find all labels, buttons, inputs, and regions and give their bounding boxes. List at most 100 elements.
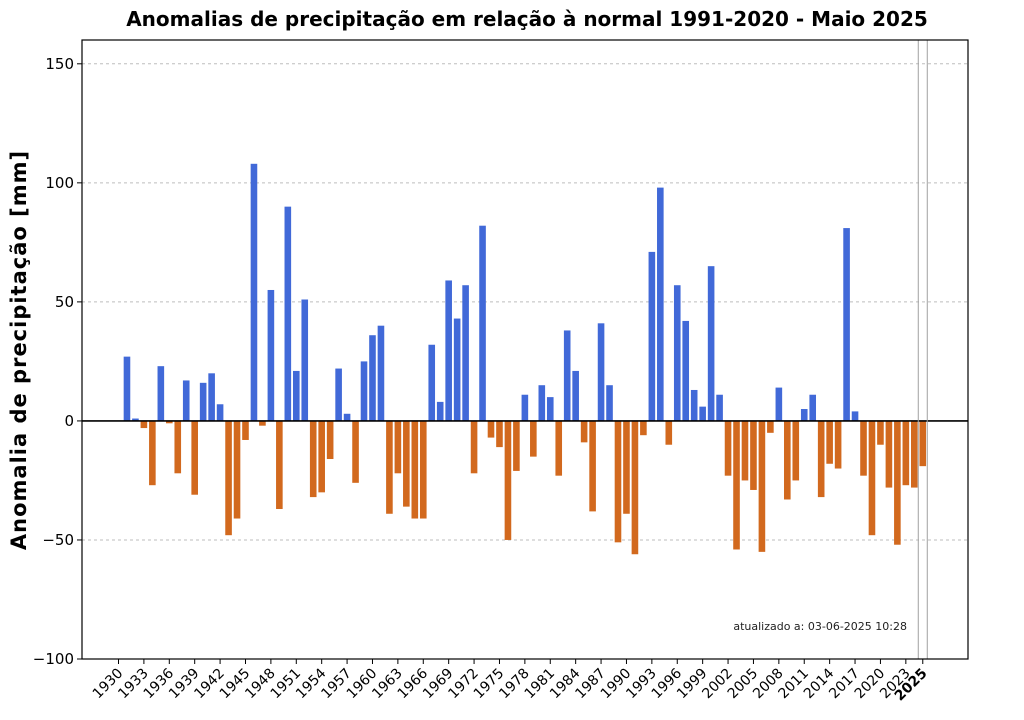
bar-1942 <box>216 404 224 421</box>
bar-1996 <box>673 285 681 421</box>
bar-1951 <box>292 370 300 421</box>
bar-2014 <box>826 420 833 464</box>
y-tick-label: 150 <box>45 55 74 73</box>
y-tick-label: 50 <box>55 293 74 311</box>
bar-1958 <box>352 420 359 483</box>
bar-2005 <box>750 420 757 490</box>
bar-1937 <box>174 420 182 474</box>
bar-1969 <box>445 280 452 421</box>
bar-1962 <box>386 420 393 514</box>
bar-1990 <box>623 420 630 514</box>
bar-1991 <box>631 420 639 555</box>
bar-1933 <box>140 420 148 429</box>
bar-1955 <box>326 420 334 460</box>
bar-1998 <box>690 389 698 421</box>
bar-2012 <box>809 394 817 421</box>
bar-2003 <box>733 420 740 550</box>
bar-2016 <box>843 228 850 421</box>
bar-1986 <box>589 420 596 512</box>
bar-1974 <box>487 420 495 438</box>
bar-1993 <box>648 251 656 421</box>
bar-1954 <box>318 420 325 493</box>
y-tick-label: −50 <box>42 531 74 549</box>
bar-2022 <box>894 420 901 545</box>
bar-1946 <box>250 163 258 421</box>
bar-1989 <box>614 420 622 543</box>
bar-1977 <box>513 420 520 471</box>
bar-1972 <box>470 420 478 474</box>
x-axis-ticks: 1930193319361939194219451948195119541957… <box>90 659 931 704</box>
bar-1935 <box>157 366 165 421</box>
bar-1959 <box>360 361 368 421</box>
bar-2017 <box>851 411 859 421</box>
bar-1976 <box>504 420 512 540</box>
bar-2002 <box>724 420 732 476</box>
bar-1970 <box>453 318 461 421</box>
bar-1997 <box>682 320 690 421</box>
gridlines <box>82 63 968 541</box>
bar-1963 <box>394 420 402 474</box>
bar-2007 <box>767 420 774 433</box>
bar-1934 <box>149 420 156 486</box>
bar-1941 <box>208 373 215 421</box>
bar-1961 <box>377 325 385 421</box>
bar-1953 <box>309 420 317 498</box>
bar-2023 <box>902 420 910 486</box>
y-axis-ticks: −100 −50 0 50 100 150 <box>33 55 82 668</box>
bar-2025 <box>919 420 927 467</box>
bar-1938 <box>182 380 190 421</box>
bar-1960 <box>369 335 376 421</box>
bar-1936 <box>166 420 173 424</box>
bar-1984 <box>572 370 579 421</box>
bar-2008 <box>775 387 783 421</box>
bar-1940 <box>199 382 207 421</box>
chart-title: Anomalias de precipitação em relação à n… <box>126 7 928 31</box>
bar-1956 <box>335 368 342 421</box>
y-axis-label: Anomalia de precipitação [mm] <box>7 150 31 550</box>
bar-2024 <box>911 420 918 488</box>
bar-2011 <box>800 409 808 421</box>
bar-2015 <box>834 420 842 469</box>
bar-1966 <box>419 420 427 519</box>
bar-1988 <box>606 385 613 421</box>
bar-2004 <box>741 420 749 481</box>
highlight-year-band <box>917 40 928 659</box>
bar-2000 <box>707 266 715 421</box>
bar-1949 <box>276 420 283 510</box>
plot-frame <box>81 39 969 660</box>
bars <box>123 163 927 555</box>
bar-2020 <box>877 420 884 445</box>
bar-1943 <box>225 420 232 536</box>
bar-2001 <box>716 394 723 421</box>
bar-2009 <box>784 420 791 500</box>
y-tick-label: 0 <box>64 412 74 430</box>
bar-1932 <box>132 418 139 421</box>
bar-1952 <box>301 299 309 421</box>
bar-1931 <box>123 356 131 421</box>
bar-1950 <box>284 206 292 421</box>
bar-1957 <box>343 413 351 421</box>
bar-1987 <box>597 323 605 421</box>
bar-1992 <box>640 420 647 436</box>
bar-1947 <box>259 420 266 426</box>
bar-1945 <box>242 420 249 440</box>
bar-1999 <box>699 406 706 421</box>
bar-2019 <box>868 420 876 536</box>
bar-1978 <box>521 394 529 421</box>
bar-1995 <box>665 420 673 445</box>
bar-1968 <box>436 401 444 421</box>
bar-1973 <box>479 225 486 421</box>
bar-1980 <box>538 385 546 421</box>
bar-1985 <box>580 420 588 443</box>
bar-1983 <box>563 330 571 421</box>
y-tick-label: 100 <box>45 174 74 192</box>
updated-timestamp: atualizado a: 03-06-2025 10:28 <box>733 620 907 633</box>
bar-1979 <box>530 420 537 457</box>
bar-2013 <box>817 420 825 498</box>
bar-1967 <box>428 344 436 421</box>
bar-1948 <box>267 289 275 421</box>
bar-1982 <box>555 420 563 476</box>
y-tick-label: −100 <box>33 650 74 668</box>
bar-1981 <box>546 397 554 421</box>
